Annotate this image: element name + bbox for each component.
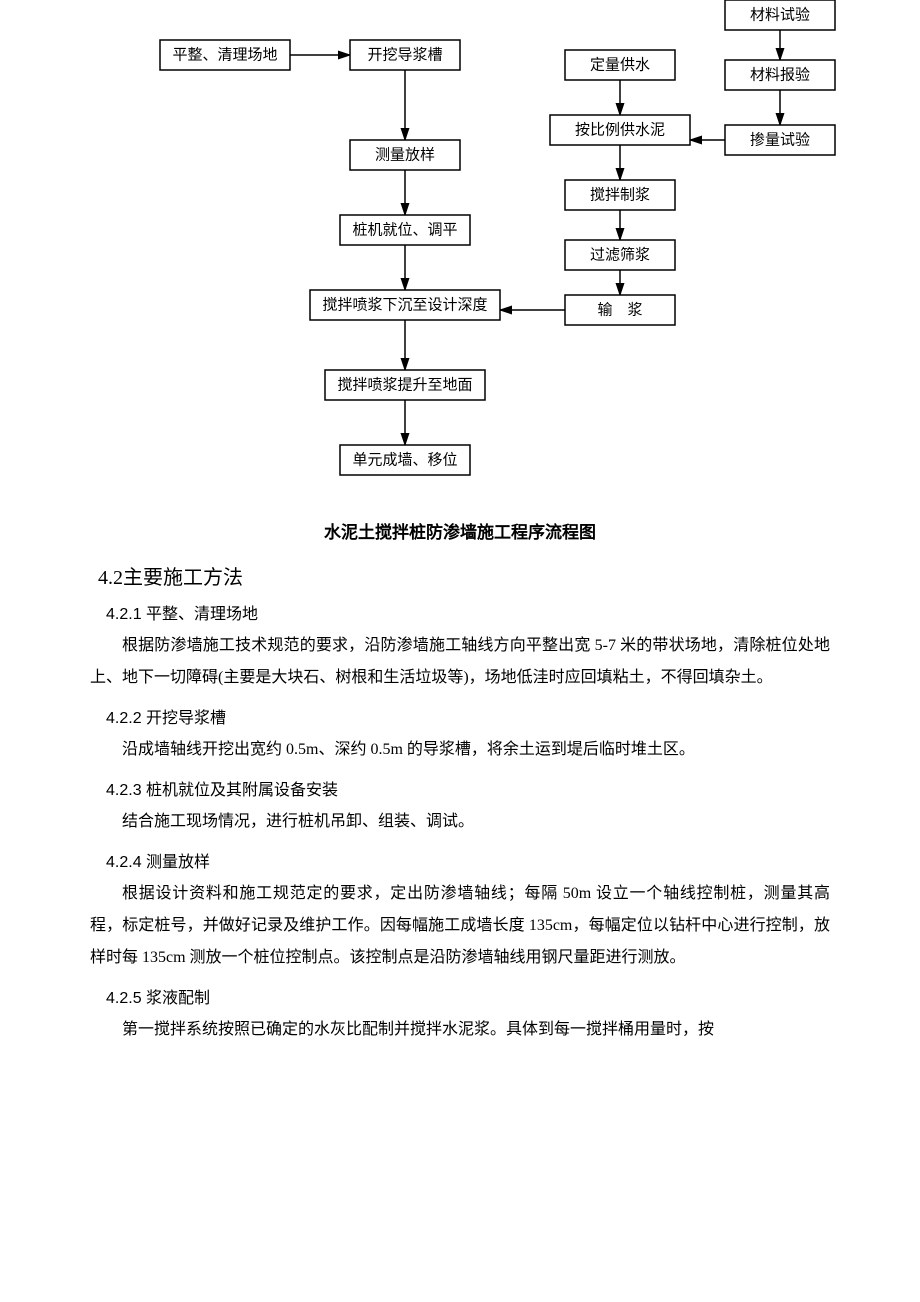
heading-4-2-3: 4.2.3 桩机就位及其附属设备安装 [106,776,830,800]
flow-node-label: 桩机就位、调平 [352,221,457,238]
flow-node-label: 搅拌喷浆下沉至设计深度 [322,295,487,313]
heading-4-2-2: 4.2.2 开挖导浆槽 [106,704,830,728]
flow-node-label: 掺量试验 [750,131,810,148]
para-4-2-1: 根据防渗墙施工技术规范的要求，沿防渗墙施工轴线方向平整出宽 5-7 米的带状场地… [90,630,830,694]
heading-4-2-5: 4.2.5 浆液配制 [106,984,830,1008]
para-4-2-5: 第一搅拌系统按照已确定的水灰比配制并搅拌水泥浆。具体到每一搅拌桶用量时，按 [90,1014,830,1046]
flow-node-label: 开挖导浆槽 [367,45,442,63]
para-4-2-2: 沿成墙轴线开挖出宽约 0.5m、深约 0.5m 的导浆槽，将余土运到堤后临时堆土… [90,734,830,766]
flow-node-label: 材料试验 [750,6,810,23]
flow-node-label: 过滤筛浆 [590,245,650,263]
flowchart: 平整、清理场地 开挖导浆槽定量供水 材料试验材料报验按比例供水泥掺量试验测量放样搅拌… [90,0,850,490]
flow-node-label: 平整、清理场地 [172,46,277,63]
flow-node-label: 按比例供水泥 [575,121,665,138]
flow-node-label: 定量供水 [590,56,650,73]
flow-node-label: 测量放样 [375,146,435,163]
heading-4-2-1: 4.2.1 平整、清理场地 [106,600,830,624]
para-4-2-3: 结合施工现场情况，进行桩机吊卸、组装、调试。 [90,806,830,838]
flow-node-label: 单元成墙、移位 [352,451,457,468]
para-4-2-4: 根据设计资料和施工规范定的要求，定出防渗墙轴线；每隔 50m 设立一个轴线控制桩… [90,878,830,974]
flow-node-label: 搅拌喷浆提升至地面 [337,375,472,393]
flowchart-caption: 水泥土搅拌桩防渗墙施工程序流程图 [90,518,830,543]
heading-4-2-4: 4.2.4 测量放样 [106,848,830,872]
heading-4-2: 4.2主要施工方法 [98,561,830,590]
flow-node-label: 搅拌制浆 [590,185,650,203]
flow-node-label: 输 浆 [597,300,642,318]
flow-node-label: 材料报验 [750,66,810,83]
